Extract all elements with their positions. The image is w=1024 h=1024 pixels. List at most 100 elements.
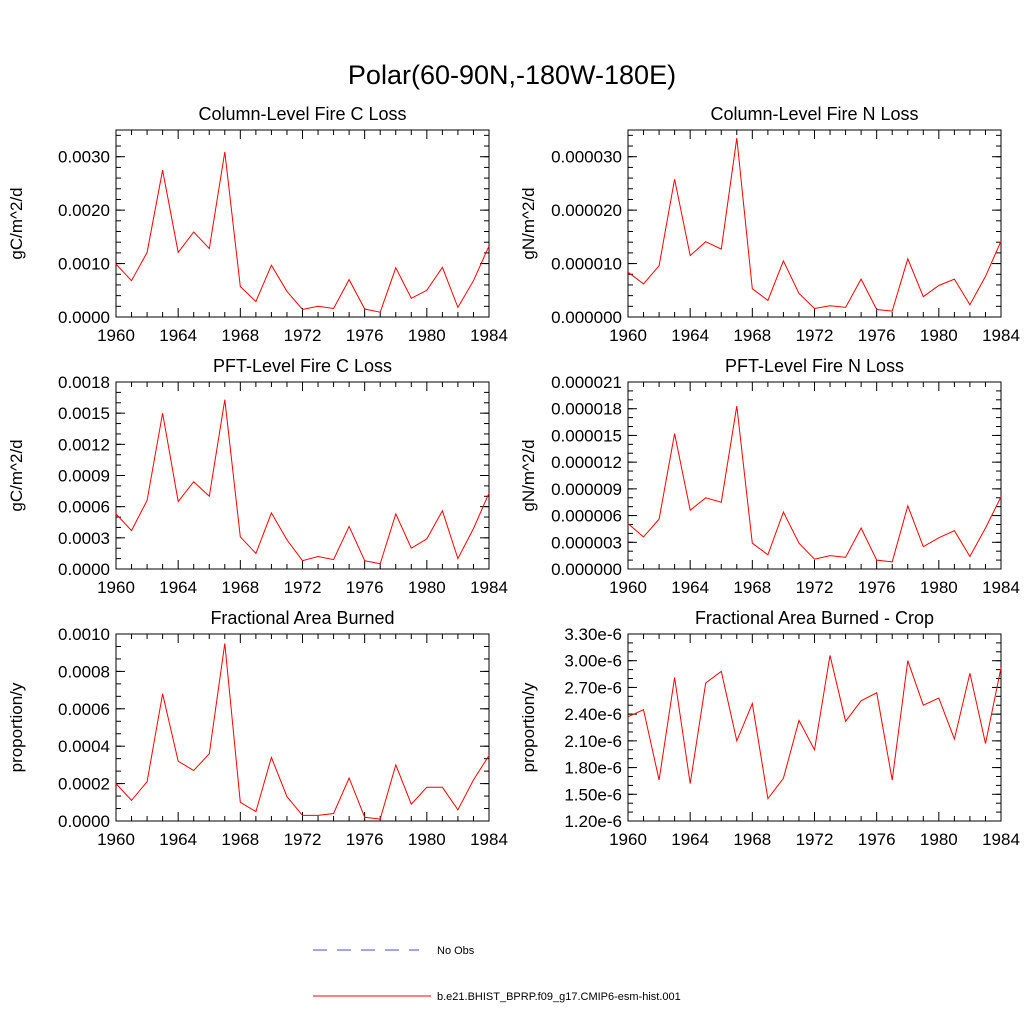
y-tick-label: 0.000009: [551, 480, 622, 499]
panel-3: PFT-Level Fire C Loss gC/m^2/d 1960 1964 196…: [7, 356, 508, 597]
y-tick-label: 0.0010: [58, 625, 110, 644]
x-tick-label: 1964: [671, 830, 709, 849]
panel-title: Column-Level Fire N Loss: [710, 104, 918, 124]
x-tick-label: 1984: [470, 830, 508, 849]
x-tick-label: 1984: [982, 830, 1020, 849]
y-tick-label: 0.0003: [58, 529, 110, 548]
y-tick-label: 0.0002: [58, 775, 110, 794]
x-tick-label: 1976: [346, 326, 384, 345]
x-tick-label: 1976: [858, 830, 896, 849]
x-tick-label: 1980: [920, 578, 958, 597]
x-tick-label: 1984: [470, 326, 508, 345]
y-tick-label: 0.0006: [58, 498, 110, 517]
legend-label-no-obs: No Obs: [437, 945, 475, 957]
x-tick-label: 1984: [470, 578, 508, 597]
y-axis-label: gN/m^2/d: [519, 439, 538, 511]
panel-title: PFT-Level Fire N Loss: [725, 356, 904, 376]
x-tick-label: 1984: [982, 578, 1020, 597]
y-tick-label: 0.0015: [58, 404, 110, 423]
y-axis-label: gN/m^2/d: [519, 187, 538, 259]
legend: No Obs b.e21.BHIST_BPRP.f09_g17.CMIP6-es…: [313, 945, 681, 1003]
y-tick-label: 0.000006: [551, 507, 622, 526]
y-tick-label: 0.0004: [58, 737, 110, 756]
x-tick-label: 1964: [159, 326, 197, 345]
plot-frame: [115, 381, 490, 570]
series-line: [115, 643, 490, 820]
y-tick-label: 0.000000: [551, 560, 622, 579]
x-tick-label: 1968: [221, 830, 259, 849]
y-tick-label: 0.0006: [58, 700, 110, 719]
y-tick-label: 0.000015: [551, 426, 622, 445]
y-tick-label: 2.40e-6: [564, 705, 622, 724]
y-tick-label: 1.50e-6: [564, 785, 622, 804]
x-tick-label: 1976: [858, 578, 896, 597]
x-tick-label: 1972: [796, 830, 834, 849]
y-tick-label: 0.0008: [58, 662, 110, 681]
plot-frame: [627, 633, 1002, 822]
plot-frame: [115, 633, 490, 822]
y-tick-label: 0.000010: [551, 255, 622, 274]
x-tick-label: 1972: [796, 326, 834, 345]
y-tick-label: 0.0012: [58, 435, 110, 454]
panel-title: Fractional Area Burned: [210, 608, 394, 628]
x-tick-label: 1976: [346, 830, 384, 849]
y-tick-label: 0.0020: [58, 201, 110, 220]
x-tick-label: 1968: [733, 830, 771, 849]
panel-5: Fractional Area Burned proportion/y 1960 19…: [7, 608, 508, 849]
y-tick-label: 0.000003: [551, 533, 622, 552]
x-tick-label: 1960: [609, 326, 647, 345]
x-tick-label: 1960: [609, 578, 647, 597]
y-tick-label: 0.000021: [551, 373, 622, 392]
y-tick-label: 2.10e-6: [564, 732, 622, 751]
y-tick-label: 2.70e-6: [564, 678, 622, 697]
series-line: [627, 137, 1002, 312]
x-tick-label: 1960: [97, 326, 135, 345]
x-tick-label: 1980: [408, 578, 446, 597]
panel-title: Fractional Area Burned - Crop: [695, 608, 934, 628]
y-tick-label: 0.000018: [551, 400, 622, 419]
y-tick-label: 1.80e-6: [564, 759, 622, 778]
y-tick-label: 0.0000: [58, 308, 110, 327]
y-tick-label: 3.00e-6: [564, 652, 622, 671]
x-tick-label: 1984: [982, 326, 1020, 345]
figure-title: Polar(60-90N,-180W-180E): [348, 60, 676, 90]
panel-title: PFT-Level Fire C Loss: [213, 356, 392, 376]
y-tick-label: 0.000020: [551, 201, 622, 220]
x-tick-label: 1964: [671, 578, 709, 597]
y-axis-label: gC/m^2/d: [7, 187, 26, 259]
y-tick-label: 0.000000: [551, 308, 622, 327]
y-tick-label: 0.0009: [58, 467, 110, 486]
x-tick-label: 1968: [733, 578, 771, 597]
series-line: [627, 405, 1002, 563]
y-tick-label: 0.000030: [551, 148, 622, 167]
x-tick-label: 1972: [284, 830, 322, 849]
plot-frame: [627, 381, 1002, 570]
series-line: [115, 399, 490, 565]
plot-frame: [115, 129, 490, 318]
y-tick-label: 1.20e-6: [564, 812, 622, 831]
y-tick-label: 0.0018: [58, 373, 110, 392]
y-axis-label: proportion/y: [519, 682, 538, 772]
x-tick-label: 1960: [609, 830, 647, 849]
x-tick-label: 1976: [346, 578, 384, 597]
series-line: [115, 151, 490, 313]
y-tick-label: 3.30e-6: [564, 625, 622, 644]
x-tick-label: 1960: [97, 578, 135, 597]
x-tick-label: 1980: [920, 326, 958, 345]
x-tick-label: 1976: [858, 326, 896, 345]
y-tick-label: 0.0000: [58, 812, 110, 831]
y-axis-label: gC/m^2/d: [7, 439, 26, 511]
x-tick-label: 1960: [97, 830, 135, 849]
x-tick-label: 1972: [284, 326, 322, 345]
panel-6: Fractional Area Burned - Crop proportion/…: [519, 608, 1020, 849]
panel-1: Column-Level Fire C Loss gC/m^2/d 1960 1964…: [7, 104, 508, 345]
x-tick-label: 1964: [159, 578, 197, 597]
panel-2: Column-Level Fire N Loss gN/m^2/d 1960 1964…: [519, 104, 1020, 345]
x-tick-label: 1980: [408, 830, 446, 849]
x-tick-label: 1964: [671, 326, 709, 345]
y-tick-label: 0.0010: [58, 255, 110, 274]
y-tick-label: 0.000012: [551, 453, 622, 472]
legend-label-model: b.e21.BHIST_BPRP.f09_g17.CMIP6-esm-hist.…: [437, 991, 681, 1003]
panel-title: Column-Level Fire C Loss: [198, 104, 406, 124]
